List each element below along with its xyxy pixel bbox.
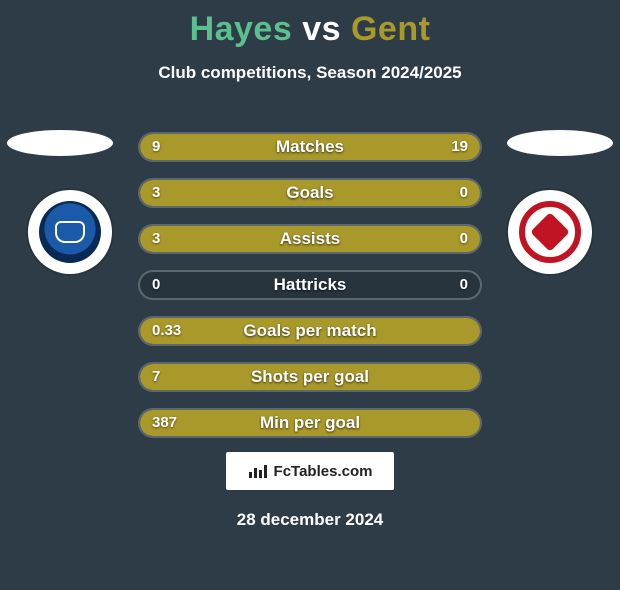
- stat-label: Shots per goal: [140, 364, 480, 390]
- stats-bars: Matches919Goals30Assists30Hattricks00Goa…: [138, 132, 482, 454]
- stat-label: Hattricks: [140, 272, 480, 298]
- branding-text: FcTables.com: [274, 463, 373, 480]
- photo-placeholder-left: [7, 130, 113, 156]
- stat-label: Goals per match: [140, 318, 480, 344]
- subtitle: Club competitions, Season 2024/2025: [0, 63, 620, 83]
- stat-row: Goals per match0.33: [138, 316, 482, 346]
- stat-value-left: 3: [152, 180, 160, 206]
- stat-row: Shots per goal7: [138, 362, 482, 392]
- stat-row: Goals3 0: [138, 178, 482, 208]
- stat-value-left: 0: [152, 272, 160, 298]
- stat-value-left: 0.33: [152, 318, 181, 344]
- bars-icon: [248, 463, 268, 479]
- stat-value-right: 0: [460, 226, 468, 252]
- club-badge-right: [508, 190, 592, 274]
- player-a-name: Hayes: [190, 10, 293, 48]
- stat-value-right: 0: [460, 180, 468, 206]
- date-text: 28 december 2024: [0, 510, 620, 530]
- stat-row: Hattricks0 0: [138, 270, 482, 300]
- stat-row: Matches9 19: [138, 132, 482, 162]
- player-b-name: Gent: [351, 10, 430, 48]
- stat-value-left: 387: [152, 410, 177, 436]
- stat-label: Goals: [140, 180, 480, 206]
- stat-value-left: 9: [152, 134, 160, 160]
- stat-label: Matches: [140, 134, 480, 160]
- stat-label: Min per goal: [140, 410, 480, 436]
- comparison-title: Hayes vs Gent: [0, 10, 620, 49]
- stat-value-left: 3: [152, 226, 160, 252]
- stat-row: Assists3 0: [138, 224, 482, 254]
- stat-value-right: 19: [451, 134, 468, 160]
- stat-label: Assists: [140, 226, 480, 252]
- club-crest-left-icon: [39, 201, 101, 263]
- club-crest-right-icon: [519, 201, 581, 263]
- branding-box[interactable]: FcTables.com: [226, 452, 394, 490]
- club-badge-left: [28, 190, 112, 274]
- stat-value-left: 7: [152, 364, 160, 390]
- photo-placeholder-right: [507, 130, 613, 156]
- stat-row: Min per goal387: [138, 408, 482, 438]
- vs-separator: vs: [292, 10, 351, 48]
- stat-value-right: 0: [460, 272, 468, 298]
